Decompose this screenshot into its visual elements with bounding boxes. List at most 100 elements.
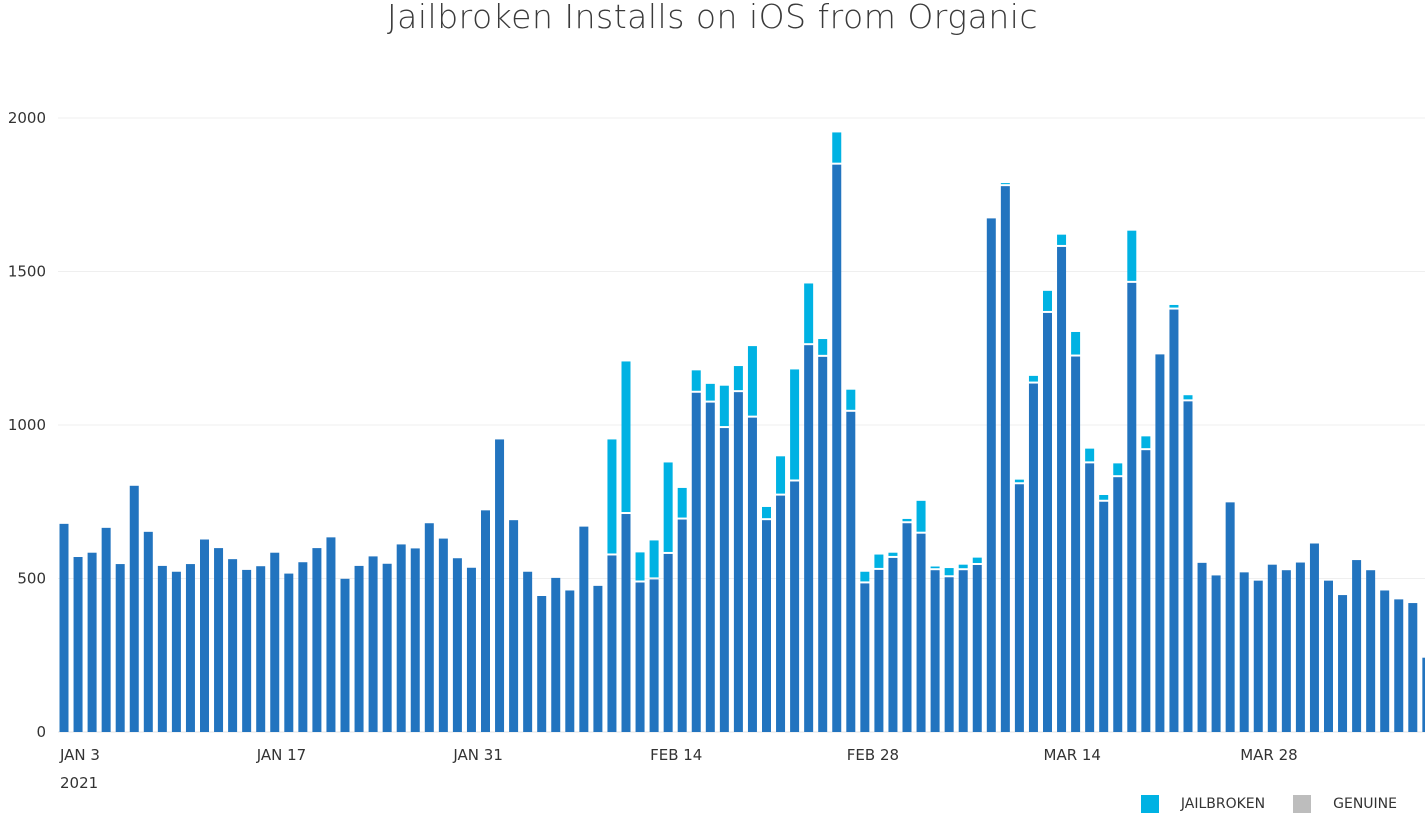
bar-base[interactable]	[1338, 595, 1348, 732]
bar-base[interactable]	[129, 485, 139, 732]
bar-jailbroken[interactable]	[888, 552, 898, 556]
bar-base[interactable]	[776, 495, 786, 732]
bar-base[interactable]	[481, 510, 490, 732]
bar-jailbroken[interactable]	[930, 566, 940, 569]
bar-base[interactable]	[733, 392, 743, 732]
bar-jailbroken[interactable]	[635, 552, 645, 581]
bar-jailbroken[interactable]	[1113, 463, 1123, 476]
bar-base[interactable]	[1211, 575, 1221, 732]
bar-base[interactable]	[762, 520, 771, 732]
bar-base[interactable]	[790, 481, 800, 732]
bar-base[interactable]	[691, 392, 701, 732]
bar-base[interactable]	[1267, 564, 1277, 732]
bar-jailbroken[interactable]	[733, 366, 743, 391]
bar-base[interactable]	[621, 514, 631, 732]
bar-base[interactable]	[1324, 580, 1333, 732]
bar-base[interactable]	[1071, 356, 1081, 732]
bar-base[interactable]	[1422, 657, 1425, 732]
bar-base[interactable]	[185, 564, 195, 732]
bar-base[interactable]	[143, 531, 153, 732]
bar-jailbroken[interactable]	[762, 506, 771, 519]
bar-base[interactable]	[1141, 450, 1151, 732]
bar-base[interactable]	[1394, 599, 1404, 732]
bar-base[interactable]	[1295, 562, 1305, 732]
bar-base[interactable]	[747, 417, 757, 732]
bar-base[interactable]	[579, 526, 589, 732]
bar-base[interactable]	[958, 570, 968, 732]
bar-jailbroken[interactable]	[621, 361, 631, 513]
bar-jailbroken[interactable]	[705, 383, 715, 401]
bar-jailbroken[interactable]	[663, 462, 673, 552]
bar-jailbroken[interactable]	[677, 487, 687, 518]
bar-base[interactable]	[1127, 282, 1137, 732]
bar-jailbroken[interactable]	[790, 369, 800, 480]
bar-base[interactable]	[354, 565, 364, 732]
bar-base[interactable]	[705, 402, 715, 732]
bar-base[interactable]	[607, 555, 617, 732]
bar-jailbroken[interactable]	[776, 456, 786, 494]
bar-base[interactable]	[523, 571, 533, 732]
bar-jailbroken[interactable]	[747, 346, 757, 416]
bar-base[interactable]	[1239, 572, 1249, 732]
bar-base[interactable]	[157, 565, 167, 732]
bar-base[interactable]	[1197, 562, 1207, 732]
bar-base[interactable]	[200, 539, 209, 732]
bar-base[interactable]	[804, 345, 814, 732]
bar-base[interactable]	[410, 548, 420, 732]
bar-base[interactable]	[101, 527, 111, 732]
bar-base[interactable]	[466, 567, 476, 732]
bar-base[interactable]	[1183, 401, 1193, 732]
bar-jailbroken[interactable]	[958, 564, 968, 569]
bar-jailbroken[interactable]	[1127, 230, 1137, 281]
bar-base[interactable]	[874, 569, 884, 732]
bar-jailbroken[interactable]	[649, 540, 659, 578]
bar-base[interactable]	[214, 548, 224, 732]
bar-base[interactable]	[1169, 309, 1179, 732]
bar-base[interactable]	[382, 563, 392, 732]
bar-base[interactable]	[719, 428, 729, 732]
bar-base[interactable]	[902, 523, 912, 732]
bar-base[interactable]	[509, 520, 519, 732]
bar-jailbroken[interactable]	[874, 554, 884, 568]
bar-jailbroken[interactable]	[818, 339, 828, 355]
bar-base[interactable]	[888, 557, 898, 732]
bar-base[interactable]	[115, 564, 125, 732]
bar-base[interactable]	[326, 537, 336, 732]
bar-base[interactable]	[944, 577, 954, 732]
bar-base[interactable]	[452, 558, 462, 732]
bar-jailbroken[interactable]	[1028, 375, 1038, 382]
bar-jailbroken[interactable]	[1014, 479, 1024, 483]
bar-base[interactable]	[73, 557, 83, 732]
bar-base[interactable]	[986, 218, 996, 732]
bar-jailbroken[interactable]	[832, 132, 842, 163]
bar-base[interactable]	[1014, 484, 1024, 732]
bar-base[interactable]	[242, 569, 252, 732]
bar-jailbroken[interactable]	[1169, 304, 1179, 308]
bar-jailbroken[interactable]	[719, 385, 729, 427]
legend-item-jailbroken[interactable]: JAILBROKEN	[1140, 795, 1265, 813]
bar-base[interactable]	[1099, 501, 1109, 732]
bar-base[interactable]	[663, 553, 673, 732]
bar-jailbroken[interactable]	[1000, 183, 1010, 185]
bar-base[interactable]	[1281, 570, 1291, 732]
bar-base[interactable]	[551, 577, 561, 732]
bar-base[interactable]	[1225, 502, 1235, 732]
bar-base[interactable]	[1155, 354, 1165, 732]
bar-base[interactable]	[298, 562, 308, 732]
bar-base[interactable]	[1380, 590, 1390, 732]
bar-base[interactable]	[1253, 580, 1263, 732]
bar-base[interactable]	[228, 559, 238, 732]
bar-jailbroken[interactable]	[902, 518, 912, 522]
bar-base[interactable]	[312, 548, 322, 732]
bar-base[interactable]	[1352, 560, 1362, 732]
bar-jailbroken[interactable]	[1141, 436, 1151, 449]
bar-jailbroken[interactable]	[1183, 395, 1193, 400]
bar-jailbroken[interactable]	[944, 568, 954, 576]
bar-base[interactable]	[256, 566, 266, 732]
bar-base[interactable]	[270, 552, 280, 732]
bar-base[interactable]	[438, 538, 448, 732]
bar-base[interactable]	[424, 523, 434, 732]
bar-base[interactable]	[1113, 477, 1123, 732]
bar-base[interactable]	[860, 583, 870, 732]
bar-base[interactable]	[1408, 603, 1418, 732]
